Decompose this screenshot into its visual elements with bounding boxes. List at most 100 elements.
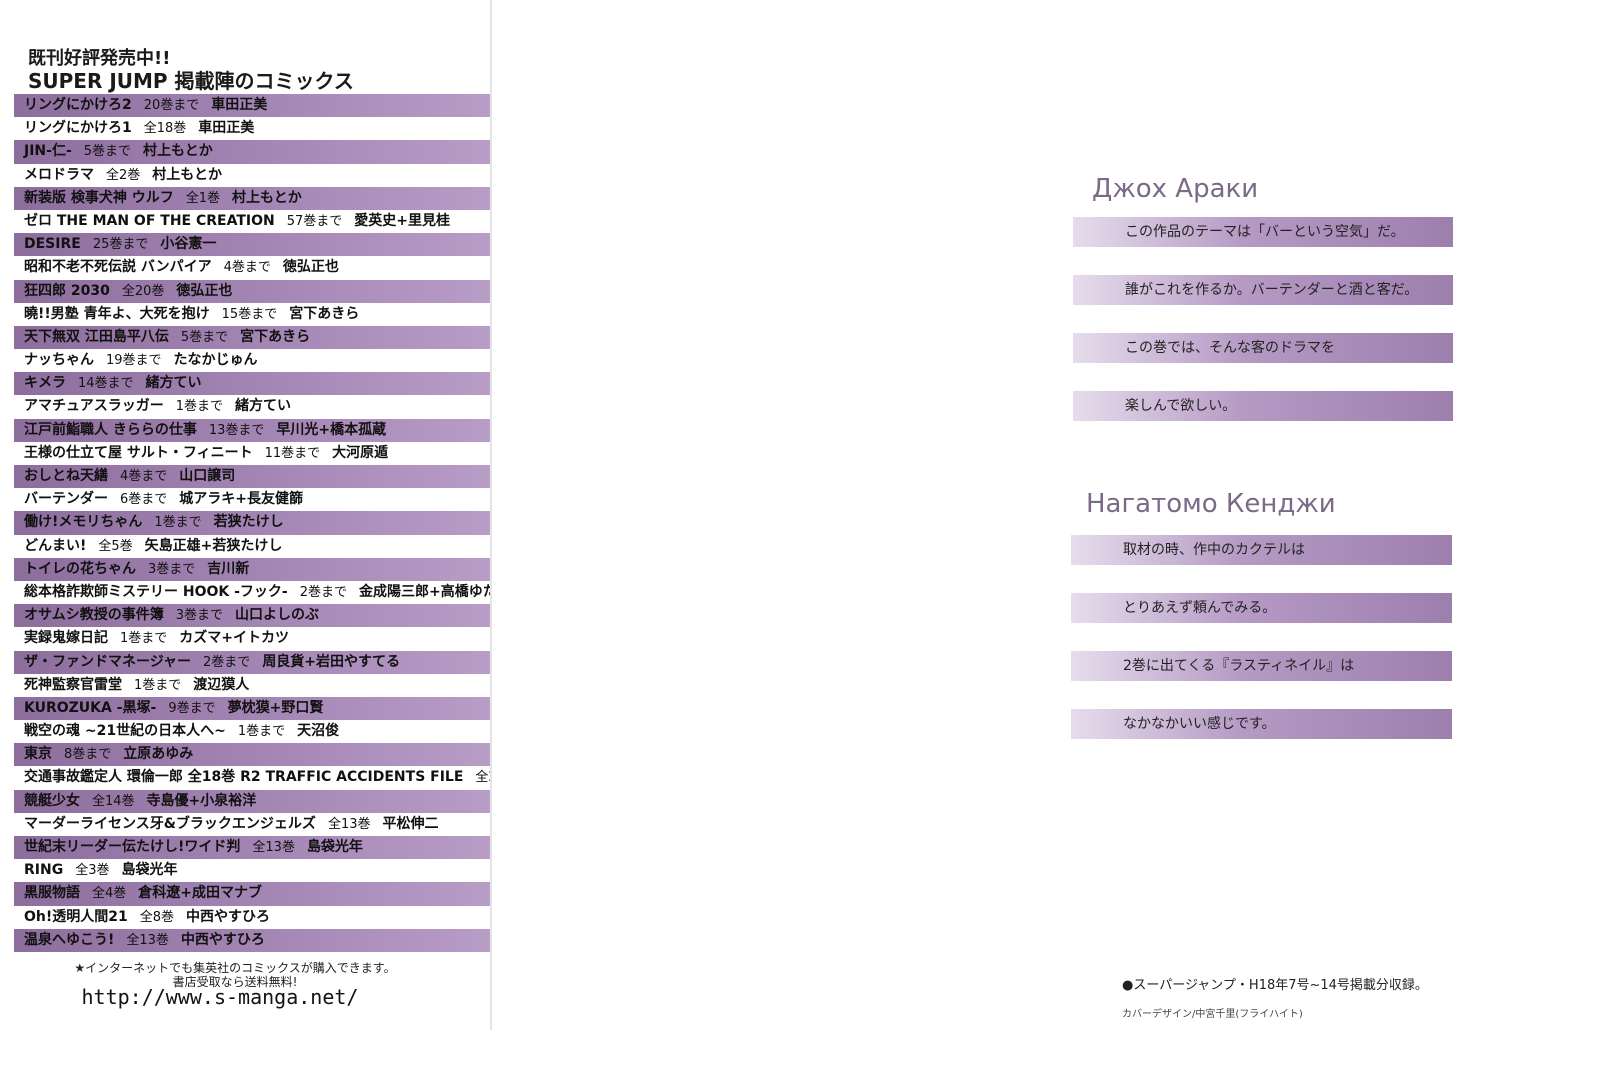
comic-volumes: 全20巻 (121, 283, 165, 299)
comic-volumes: 8巻まで (64, 747, 112, 763)
comic-author: 村上もとか (232, 189, 302, 206)
comic-author: 車田正美 (211, 97, 268, 113)
comic-list-item: DESIRE 25巻まで 小谷憲一 (14, 233, 492, 257)
comic-title: 狂四郎 2030 (24, 282, 110, 299)
comic-volumes: 9巻まで (168, 700, 216, 716)
comic-author: 宮下あきら (289, 305, 360, 322)
comic-author: 車田正美 (198, 120, 255, 137)
comic-author: 若狭たけし (213, 514, 284, 531)
comic-volumes: 11巻まで (264, 445, 321, 461)
comic-volumes: 5巻まで (180, 329, 229, 345)
left-page: 既刊好評発売中!! SUPER JUMP 掲載陣のコミックス リングにかけろ2 2… (0, 0, 492, 1065)
comic-list-item: どんまい! 全5巻 矢島正雄+若狭たけし (0, 535, 492, 558)
comic-volumes: 15巻まで (221, 306, 278, 322)
comic-author: 平松伸二 (382, 815, 439, 832)
comic-list-item: 世紀末リーダー伝たけし!ワイド判 全13巻 島袋光年 (14, 836, 492, 860)
comic-volumes: 全14巻 (92, 793, 135, 809)
comic-title: 総本格詐欺師ミステリー HOOK -フック- (24, 583, 288, 600)
comic-title: リングにかけろ1 (24, 120, 132, 137)
heading-super-jump-comics: SUPER JUMP 掲載陣のコミックス (28, 69, 354, 93)
comic-list-item: 天下無双 江田島平八伝 5巻まで 宮下あきら (14, 325, 492, 350)
comic-volumes: 1巻まで (154, 515, 202, 531)
comic-title: 新装版 検事犬神 ウルフ (24, 189, 174, 206)
comic-author: 宮下あきら (240, 328, 311, 345)
comic-author: 倉科遼+成田マナブ (138, 885, 263, 902)
comic-title: JIN-仁- (24, 143, 72, 160)
comic-list-item: バーテンダー 6巻まで 城アラキ+長友健篩 (0, 488, 492, 511)
comic-volumes: 4巻まで (223, 260, 271, 276)
comic-volumes: 1巻まで (134, 677, 182, 693)
comic-title: おしとね天繕 (24, 468, 108, 484)
author1-line-4: 楽しんで欲しい。 (1073, 391, 1453, 421)
comic-title: トイレの花ちゃん (24, 560, 136, 577)
comic-list-item: 温泉へゆこう! 全13巻 中西やすひろ (14, 928, 492, 952)
comic-list-item: メロドラマ 全2巻 村上もとか (0, 164, 492, 187)
author1-line-2: 誰がこれを作るか。バーテンダーと酒と客だ。 (1073, 275, 1453, 305)
comic-volumes: 全13巻 (327, 816, 371, 832)
comic-author: 徳弘正也 (176, 282, 233, 299)
comic-author: 村上もとか (143, 143, 213, 160)
comic-title: 競艇少女 (24, 792, 80, 809)
website-url[interactable]: http://www.s-manga.net/ (81, 985, 359, 1009)
heading-now-on-sale: 既刊好評発売中!! (28, 48, 171, 69)
comic-title: どんまい! (24, 537, 87, 554)
comic-title: 温泉へゆこう! (24, 931, 115, 948)
comic-title: 昭和不老不死伝説 バンパイア (24, 259, 212, 276)
comic-title: ゼロ THE MAN OF THE CREATION (24, 212, 275, 229)
comic-volumes: 全5巻 (98, 538, 133, 554)
comic-list-item: キメラ 14巻まで 緒方てい (14, 372, 492, 396)
author2-line-4: なかなかいい感じです。 (1071, 709, 1452, 739)
comic-author: 山口譲司 (179, 468, 236, 484)
comic-author: 夢枕獏+野口賢 (227, 699, 324, 716)
comic-list-item: 東京 8巻まで 立原あゆみ (14, 743, 492, 767)
comic-title: RING (24, 862, 64, 879)
comic-list-item: ナッちゃん 19巻まで たなかじゅん (0, 349, 492, 372)
comic-title: 黒服物語 (24, 885, 80, 902)
comic-title: アマチュアスラッガー (24, 398, 164, 415)
comic-list-item: 昭和不老不死伝説 バンパイア 4巻まで 徳弘正也 (0, 256, 492, 279)
comic-list-item: 狂四郎 2030 全20巻 徳弘正也 (14, 279, 492, 303)
comic-list-item: トイレの花ちゃん 3巻まで 吉川新 (14, 557, 492, 581)
page-spine (490, 0, 492, 1030)
comic-title: ナッちゃん (24, 352, 94, 369)
author2-line-3: 2巻に出てくる『ラスティネイル』は (1071, 651, 1452, 681)
comic-volumes: 6巻まで (120, 492, 168, 508)
comic-volumes: 2巻まで (299, 584, 348, 600)
author2-line-1: 取材の時、作中のカクテルは (1071, 535, 1452, 565)
comic-volumes: 5巻まで (83, 144, 132, 160)
comic-author: 立原あゆみ (123, 746, 194, 763)
comic-author: 中西やすひろ (186, 908, 271, 925)
comic-volumes: 20巻まで (143, 98, 200, 113)
comic-title: 世紀末リーダー伝たけし!ワイド判 (24, 839, 241, 855)
comic-title: 江戸前鮨職人 きららの仕事 (24, 421, 197, 438)
comic-title: 王様の仕立て屋 サルト・フィニート (24, 444, 253, 461)
comic-title: 戦空の魂 ~21世紀の日本人へ~ (24, 723, 226, 740)
serialization-note: ●スーパージャンプ・H18年7号~14号掲載分収録。 (1122, 978, 1428, 993)
comic-title: 働け!メモリちゃん (24, 514, 143, 531)
comic-volumes: 57巻まで (286, 213, 343, 229)
comic-list-item: 交通事故鑑定人 環倫一郎 全18巻 R2 TRAFFIC ACCIDENTS F… (0, 766, 492, 789)
comic-title: リングにかけろ2 (24, 97, 132, 113)
comic-title: KUROZUKA -黒塚- (24, 699, 157, 716)
comic-title: DESIRE (24, 236, 81, 253)
comic-title: 天下無双 江田島平八伝 (24, 328, 169, 345)
comic-volumes: 全2巻 (475, 770, 492, 786)
comic-author: 吉川新 (207, 560, 250, 577)
comic-list-item: ザ・ファンドマネージャー 2巻まで 周良貨+岩田やすてる (14, 650, 492, 674)
comic-author: 城アラキ+長友健篩 (179, 491, 304, 508)
comic-volumes: 全2巻 (106, 167, 141, 183)
comic-author: 周良貨+岩田やすてる (262, 653, 401, 670)
comics-list: リングにかけろ2 20巻まで 車田正美 リングにかけろ1 全18巻 車田正美 JIN-仁- 5… (0, 94, 492, 952)
comic-author: 大河原遁 (332, 444, 389, 461)
comic-title: 実録鬼嫁日記 (24, 630, 108, 647)
comic-volumes: 全18巻 (143, 121, 187, 137)
comic-volumes: 全4巻 (92, 886, 127, 902)
comic-author: 中西やすひろ (180, 931, 265, 948)
comic-list-item: KUROZUKA -黒塚- 9巻まで 夢枕獏+野口賢 (14, 696, 492, 721)
comic-author: 渡辺獏人 (193, 676, 250, 693)
comic-volumes: 4巻まで (120, 469, 168, 484)
comic-list-item: 実録鬼嫁日記 1巻まで カズマ+イトカツ (0, 627, 492, 650)
comic-author: 矢島正雄+若狭たけし (144, 537, 283, 554)
comic-title: 東京 (24, 746, 52, 763)
comic-volumes: 19巻まで (106, 353, 162, 369)
